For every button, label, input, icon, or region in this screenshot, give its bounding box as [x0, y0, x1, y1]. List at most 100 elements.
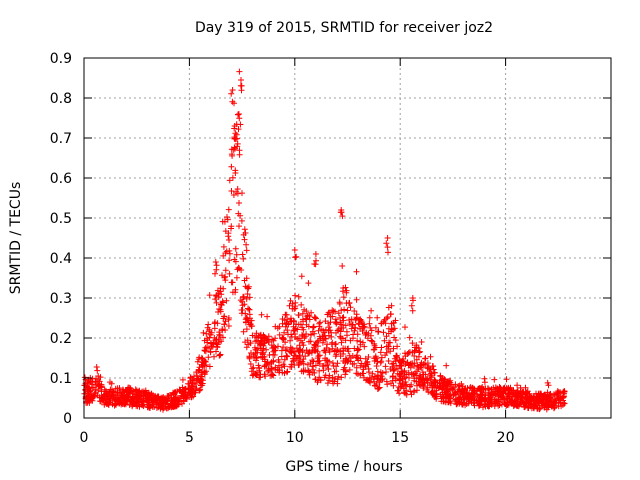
data-point — [232, 170, 239, 176]
data-point — [409, 340, 416, 347]
data-point — [186, 381, 193, 387]
data-point — [374, 358, 381, 365]
data-point — [440, 382, 446, 389]
data-point — [287, 344, 294, 351]
data-point — [213, 293, 220, 299]
data-point — [389, 373, 396, 380]
data-point — [330, 380, 337, 387]
data-point — [268, 372, 275, 379]
data-point — [233, 274, 240, 281]
data-point — [371, 382, 378, 389]
data-point — [236, 223, 242, 230]
data-point — [104, 391, 110, 398]
data-point — [257, 341, 264, 348]
data-point — [357, 338, 364, 345]
data-point — [216, 329, 223, 336]
data-point — [230, 146, 237, 153]
data-point — [89, 375, 96, 382]
data-point — [337, 319, 344, 326]
data-point — [404, 360, 411, 366]
data-point — [481, 375, 488, 382]
data-point — [211, 353, 217, 360]
data-point — [311, 369, 318, 376]
data-point — [469, 384, 476, 391]
data-point — [365, 330, 372, 337]
data-point — [324, 380, 331, 387]
data-point — [431, 376, 438, 383]
data-point — [368, 307, 375, 314]
data-point — [240, 294, 247, 300]
x-tick-label: 10 — [286, 430, 304, 446]
data-point — [506, 387, 513, 394]
data-point — [235, 111, 241, 118]
data-point — [239, 251, 246, 258]
data-point — [390, 345, 397, 352]
data-point — [110, 396, 117, 403]
data-point — [411, 360, 418, 367]
data-point — [240, 255, 247, 262]
data-point — [233, 251, 240, 258]
data-point — [232, 286, 239, 293]
data-point — [302, 316, 309, 323]
data-point — [207, 348, 214, 355]
data-point — [284, 353, 291, 360]
data-point — [309, 328, 316, 335]
data-point — [246, 354, 253, 361]
data-point — [411, 387, 418, 394]
data-point — [354, 345, 361, 352]
data-point — [382, 363, 389, 370]
data-point — [384, 235, 391, 241]
data-point — [285, 331, 291, 338]
data-point — [115, 397, 122, 404]
data-point — [325, 332, 332, 339]
data-point — [463, 393, 470, 400]
data-point — [243, 241, 250, 248]
data-point — [210, 339, 217, 346]
data-point — [492, 384, 499, 391]
y-tick-label: 0.7 — [50, 131, 72, 147]
data-point — [445, 378, 452, 385]
data-point — [458, 388, 465, 395]
data-point — [98, 388, 105, 395]
data-point — [332, 353, 339, 360]
data-point — [196, 378, 203, 385]
data-point — [237, 121, 244, 128]
data-point — [280, 344, 287, 351]
data-point — [360, 321, 367, 328]
data-point — [322, 372, 329, 379]
data-point — [391, 366, 398, 373]
data-point — [401, 367, 408, 374]
data-point — [309, 363, 316, 370]
data-point — [219, 298, 226, 305]
data-point — [220, 285, 227, 292]
data-point — [369, 338, 376, 345]
data-point — [310, 366, 317, 373]
data-point — [95, 373, 102, 379]
data-point — [259, 347, 265, 354]
data-point — [322, 355, 329, 362]
data-point — [99, 397, 106, 404]
data-point — [402, 350, 408, 357]
data-point — [206, 292, 213, 299]
data-point — [303, 347, 310, 354]
data-point — [226, 250, 233, 257]
data-point — [278, 364, 285, 371]
data-point — [402, 324, 408, 331]
data-point — [537, 397, 544, 404]
data-point — [500, 389, 507, 396]
data-point — [179, 400, 185, 407]
data-point — [408, 371, 415, 377]
data-point — [544, 400, 551, 407]
data-point — [316, 360, 323, 367]
data-point — [287, 337, 294, 344]
data-point — [179, 376, 186, 383]
data-point — [372, 353, 379, 360]
data-point — [286, 348, 293, 355]
data-point — [411, 375, 418, 382]
data-point — [248, 317, 255, 324]
data-point — [452, 396, 459, 403]
data-point — [212, 270, 218, 277]
data-point — [243, 247, 250, 254]
data-point — [221, 218, 228, 225]
data-point — [221, 313, 228, 320]
